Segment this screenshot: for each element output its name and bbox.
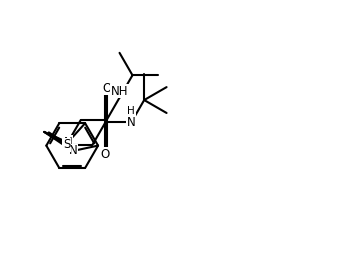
Text: S: S (63, 138, 70, 151)
Text: H: H (128, 106, 135, 117)
Text: O: O (101, 148, 110, 161)
Text: NH: NH (111, 85, 128, 98)
Text: O: O (102, 82, 111, 95)
Text: N: N (64, 136, 72, 149)
Text: N: N (127, 116, 136, 129)
Text: N: N (68, 144, 77, 158)
